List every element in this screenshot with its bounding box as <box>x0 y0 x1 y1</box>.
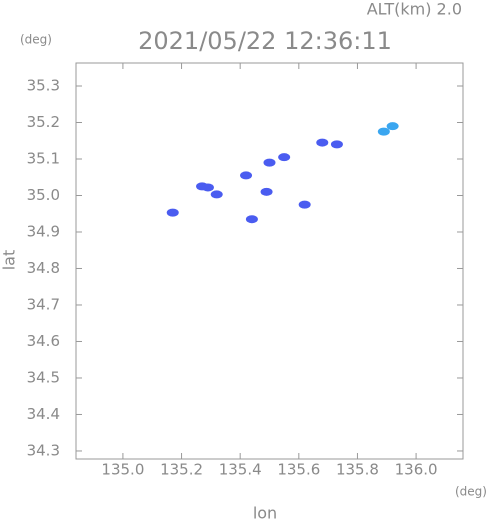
x-tick-label: 135.4 <box>219 461 262 479</box>
echo <box>240 171 253 180</box>
y-tick-label: 35.1 <box>27 149 60 167</box>
y-tick-label: 34.9 <box>27 222 60 240</box>
y-tick-label: 35.3 <box>27 76 60 94</box>
y-tick-label: 34.7 <box>27 295 60 313</box>
chart-title: 2021/05/22 12:36:11 <box>138 27 392 55</box>
x-tick-label: 136.0 <box>395 461 438 479</box>
echo <box>330 140 343 149</box>
plot-frame <box>75 62 464 460</box>
echo <box>377 127 390 136</box>
echo <box>316 138 329 147</box>
x-tick-label: 135.6 <box>277 461 320 479</box>
echo <box>386 122 399 131</box>
echo <box>201 183 214 192</box>
y-tick-label: 35.0 <box>27 186 60 204</box>
y-tick-label: 34.3 <box>27 441 60 459</box>
y-tick-label: 34.8 <box>27 259 60 277</box>
echo <box>245 215 258 224</box>
y-tick-label: 34.6 <box>27 332 60 350</box>
altitude-label: ALT(km) 2.0 <box>367 0 462 19</box>
echo <box>166 208 179 217</box>
x-tick-label: 135.0 <box>101 461 144 479</box>
y-tick-label: 34.4 <box>27 405 60 423</box>
echo <box>210 190 223 199</box>
x-unit: (deg) <box>455 485 487 499</box>
x-tick-label: 135.8 <box>336 461 379 479</box>
echo <box>260 187 273 196</box>
echo <box>298 200 311 209</box>
y-axis-label: lat <box>0 250 19 271</box>
y-tick-label: 34.5 <box>27 368 60 386</box>
x-tick-label: 135.2 <box>160 461 203 479</box>
echo <box>263 158 276 167</box>
y-tick-label: 35.2 <box>27 113 60 131</box>
y-unit: (deg) <box>20 33 52 47</box>
x-axis-label: lon <box>253 504 277 522</box>
echo <box>278 153 291 162</box>
